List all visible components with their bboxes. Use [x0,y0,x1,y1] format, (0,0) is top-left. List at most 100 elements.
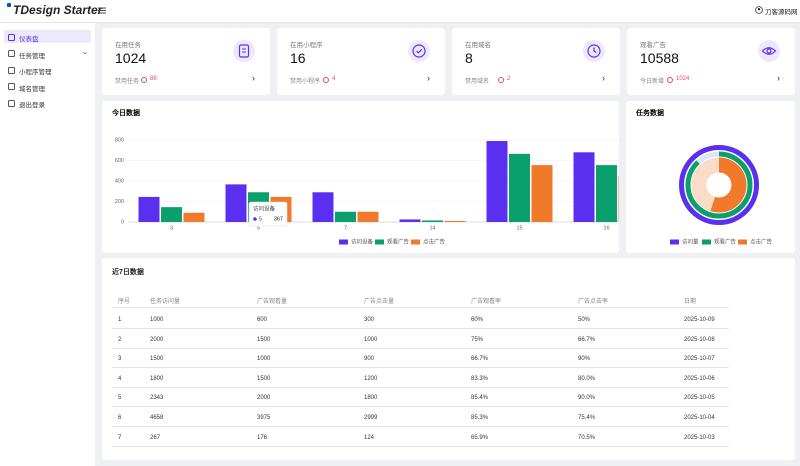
row-divider [112,347,729,349]
table-cell: 1500 [150,356,164,363]
row-divider [112,426,729,427]
card-arrow[interactable]: › [602,73,605,83]
table-cell: 1200 [364,375,378,382]
table-cell: 66.7% [578,336,596,343]
sidebar-label[interactable]: 域名管理 [19,85,45,93]
plot: 3 5 7 14 15 16 [138,141,619,231]
card-label: 在用任务 [115,42,141,49]
table-header-cell: 广告观看量 [257,299,288,305]
x-tick-label: 3 [170,225,173,231]
ring-bar [691,157,747,213]
card-icon [233,40,255,62]
table-cell: 90% [578,356,591,363]
sidebar: 仪表盘任务管理 ⌄ 小程序管理域名管理退出登录 [0,23,95,466]
user-name[interactable]: 刀客源码网 [765,9,798,16]
card-sub-value: 88 [150,76,157,82]
card-sub-label: 今日新增 [640,79,665,85]
chart-panel [626,101,795,253]
bar [161,207,182,222]
chevron: ⌄ [80,48,90,56]
table-cell: 2999 [364,415,378,421]
x-tick-label: 14 [429,225,435,231]
x-tick-label: 5 [257,225,260,231]
table-cell: 2025-10-05 [684,395,715,402]
table-cell: 1 [118,317,122,323]
bar [486,141,508,222]
table-header-cell: 广告点击量 [364,299,395,305]
table-cell: 600 [257,317,268,323]
user-icon[interactable] [755,6,763,14]
sidebar-label[interactable]: 任务管理 [19,52,45,60]
legend-label: 访问设备 [351,237,374,245]
table-header-cell: 广告观看率 [471,299,502,305]
table-cell: 3975 [257,415,271,421]
sidebar-icon [8,50,15,58]
stat-card: 在用域名 8 禁用域名 2 › [452,28,620,95]
table-cell: 66.7% [471,356,489,363]
status-icon [498,76,504,83]
sidebar-item[interactable]: 小程序管理 [4,63,91,76]
table-cell: 3 [118,356,122,363]
bar [399,219,421,222]
icon-glyph [587,44,601,58]
sidebar-item[interactable]: 任务管理 ⌄ [4,47,91,60]
legend-swatch [738,239,747,245]
card-arrow[interactable]: › [427,73,430,83]
sidebar-label[interactable]: 仪表盘 [19,36,39,43]
table-cell: 80.0% [578,375,596,382]
table-cell: 75% [471,336,484,343]
card-sub-label: 禁用域名 [465,79,490,85]
row-divider [112,307,729,308]
table-cell: 2025-10-06 [684,375,715,382]
bar [357,211,379,222]
card-value: 16 [290,50,306,66]
table-cell: 4 [118,375,122,382]
sidebar-label[interactable]: 小程序管理 [19,69,52,77]
card-sub-label: 禁用小程序 [290,79,321,85]
card-icon [583,40,605,62]
sidebar-item[interactable]: 退出登录 [4,96,91,109]
bar [573,152,595,222]
sidebar-icon [8,33,15,41]
sidebar-label[interactable]: 退出登录 [19,102,45,110]
bar [444,220,466,222]
table-cell: 2025-10-07 [684,356,715,363]
legend-swatch [702,239,711,245]
table-cell: 2343 [150,395,164,402]
bar [531,165,553,222]
sidebar-item[interactable]: 仪表盘 [4,30,91,43]
table-cell: 1500 [257,375,271,382]
header: TDesign Starter 刀客源码网 [0,0,800,23]
card-sub-label: 禁用任务 [115,79,140,85]
sidebar-item[interactable]: 域名管理 [4,80,91,93]
status-icon [141,76,147,83]
icon-glyph [412,44,426,58]
table-cell: 1000 [364,336,378,343]
table-cell: 5 [118,395,122,402]
table-cell: 7 [118,434,122,441]
menu-icon[interactable] [98,7,106,14]
row-divider [112,386,729,388]
chart-title: 任务数据 [635,108,664,117]
table-cell: 2000 [150,336,164,343]
legend-label: 观看广告 [387,237,410,245]
bar [183,212,205,222]
card-arrow[interactable]: › [777,73,780,83]
card-arrow[interactable]: › [252,73,255,83]
bar [225,184,247,222]
y-tick-label: 200 [115,199,124,205]
sidebar-icon [8,83,15,91]
table-cell: 176 [257,434,268,441]
table-header-cell: 广告点击率 [578,299,609,305]
table-cell: 85.4% [471,395,489,402]
card-sub-value: 4 [332,76,336,82]
table-cell: 2025-10-09 [684,317,715,323]
card-value: 10588 [640,50,679,66]
tooltip-box [248,201,288,227]
table-cell: 50% [578,317,591,323]
legend-label: 观看广告 [714,237,737,245]
icon-glyph [238,44,250,58]
table-panel: 近7日数据 序号 任务访问量 广告观看量 广告点击量 广告观看率 广告点击率 日期 1 1000 6… [102,258,795,460]
table-cell: 300 [364,317,375,323]
